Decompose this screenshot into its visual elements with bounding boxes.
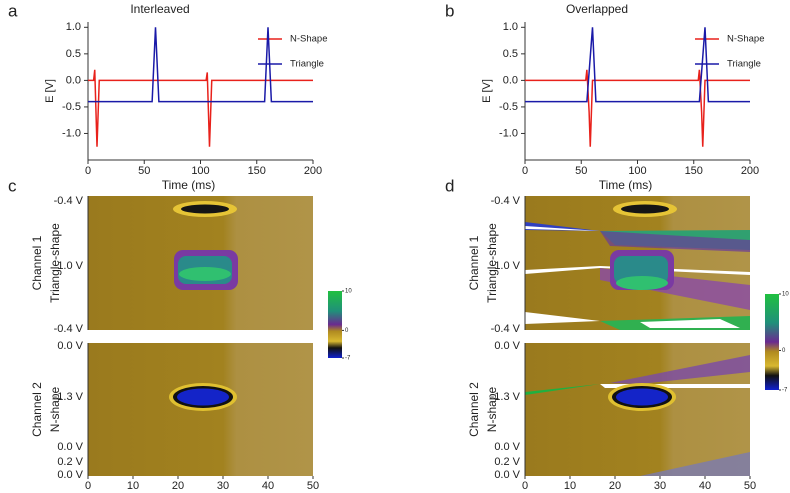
x-tick-label: 200 (741, 165, 759, 177)
x-tick-label: 50 (744, 480, 756, 492)
x-tick-label: 0 (85, 480, 91, 492)
colorbar-tick-label: 10 (345, 289, 352, 295)
heatmap-image (88, 196, 313, 476)
y-tick-label: 0.5 (66, 48, 81, 60)
y-tick-label: 0.5 (503, 48, 518, 60)
panel-label: d (445, 176, 454, 195)
x-tick-label: 0 (522, 480, 528, 492)
y-tick-label: -1.3 V (491, 391, 521, 403)
series-line (525, 27, 750, 103)
y-tick-label: -0.5 (499, 101, 518, 113)
y-tick-label: -1.0 (499, 127, 518, 139)
channel-label: N-shape (48, 386, 62, 432)
y-tick-label: -0.5 (62, 101, 81, 113)
x-tick-label: 40 (699, 480, 711, 492)
y-tick-label: 0.0 (503, 74, 518, 86)
legend-label: N-Shape (727, 34, 765, 45)
panel-label: c (8, 176, 17, 195)
y-tick-label: 1.0 (66, 21, 81, 33)
colorbar-tick-label: -7 (345, 356, 351, 362)
x-tick-label: 150 (248, 165, 266, 177)
x-tick-label: 20 (609, 480, 621, 492)
x-axis-label: Time (ms) (599, 178, 653, 192)
legend-label: Triangle (290, 59, 324, 70)
y-tick-label: 0.0 V (494, 469, 520, 481)
colorbar (328, 291, 342, 358)
y-tick-label: -0.4 V (54, 195, 84, 207)
y-tick-label: -1.3 V (54, 391, 84, 403)
channel-label: Channel 1 (30, 235, 44, 290)
colorbar (765, 294, 779, 390)
y-tick-label: -1.0 (62, 127, 81, 139)
x-axis-label: Time (ms) (162, 178, 216, 192)
colorbar-tick-label: -7 (782, 388, 788, 394)
colorbar-tick-label: 0 (782, 348, 786, 354)
x-tick-label: 0 (522, 165, 528, 177)
series-line (525, 69, 750, 147)
panel-label: b (445, 1, 454, 20)
chart-title: Overlapped (566, 2, 628, 16)
x-tick-label: 100 (191, 165, 209, 177)
y-tick-label: 0.0 (66, 74, 81, 86)
channel-label: Channel 1 (467, 235, 481, 290)
y-tick-label: 0.0 V (57, 469, 83, 481)
colorbar-tick-label: 10 (782, 292, 789, 298)
x-tick-label: 50 (138, 165, 150, 177)
colorbar-tick-label: 0 (345, 328, 349, 334)
x-tick-label: 10 (127, 480, 139, 492)
y-tick-label: 0.2 V (57, 456, 83, 468)
y-tick-label: 1.0 (503, 21, 518, 33)
x-tick-label: 30 (654, 480, 666, 492)
x-tick-label: 200 (304, 165, 322, 177)
channel-label: Triangle-shape (485, 223, 499, 303)
y-axis-label: E [V] (481, 79, 493, 103)
series-line (88, 69, 313, 147)
x-tick-label: 0 (85, 165, 91, 177)
x-tick-label: 40 (262, 480, 274, 492)
chart-title: Interleaved (130, 2, 189, 16)
channel-label: N-shape (485, 386, 499, 432)
x-tick-label: 50 (575, 165, 587, 177)
legend-label: Triangle (727, 59, 761, 70)
y-tick-label: -0.4 V (54, 323, 84, 335)
x-tick-label: 50 (307, 480, 319, 492)
panel-label: a (8, 1, 18, 20)
x-tick-label: 100 (628, 165, 646, 177)
y-tick-label: 0.0 V (494, 340, 520, 352)
legend-label: N-Shape (290, 34, 328, 45)
x-tick-label: 150 (685, 165, 703, 177)
heatmap-image (525, 196, 750, 476)
channel-label: Channel 2 (467, 382, 481, 437)
y-axis-label: E [V] (44, 79, 56, 103)
y-tick-label: -0.4 V (491, 323, 521, 335)
channel-label: Channel 2 (30, 382, 44, 437)
x-tick-label: 10 (564, 480, 576, 492)
x-tick-label: 30 (217, 480, 229, 492)
channel-label: Triangle-shape (48, 223, 62, 303)
y-tick-label: 1.0 V (494, 260, 520, 272)
y-tick-label: 0.0 V (57, 441, 83, 453)
x-tick-label: 20 (172, 480, 184, 492)
y-tick-label: 1.0 V (57, 260, 83, 272)
y-tick-label: 0.0 V (494, 441, 520, 453)
y-tick-label: 0.0 V (57, 340, 83, 352)
y-tick-label: 0.2 V (494, 456, 520, 468)
y-tick-label: -0.4 V (491, 195, 521, 207)
